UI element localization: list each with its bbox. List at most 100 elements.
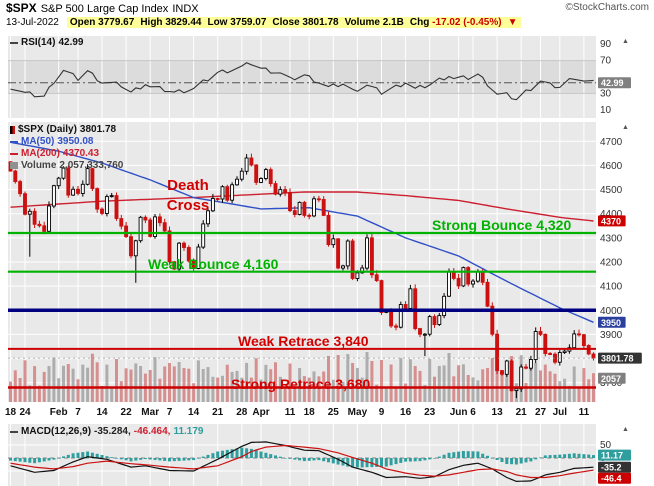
svg-text:30: 30 xyxy=(600,88,612,99)
svg-text:Jul: Jul xyxy=(553,407,568,418)
high-value: 3829.44 xyxy=(165,17,202,28)
svg-text:18: 18 xyxy=(304,407,316,418)
svg-text:27: 27 xyxy=(535,407,547,418)
x-axis-labels: 18 24 Feb 7 14 22 Mar 7 14 21 28 Apr 11 18 25 May 9 16 23 J… xyxy=(5,407,590,418)
svg-text:Jun: Jun xyxy=(450,407,468,418)
ma200-legend: MA(200) 4370.43 xyxy=(10,148,99,159)
title-row: $SPX S&P 500 Large Cap Index INDX xyxy=(6,1,199,15)
svg-text:9: 9 xyxy=(379,407,385,418)
volume-legend-label: Volume xyxy=(21,160,57,171)
rsi-value: 42.99 xyxy=(58,37,84,48)
price-legend-label: $SPX (Daily) xyxy=(18,124,77,135)
svg-text:28: 28 xyxy=(236,407,248,418)
macd-legend: MACD(12,26,9) -35.284, -46.464, 11.179 xyxy=(10,426,203,437)
ma200-value: 4370.43 xyxy=(62,148,100,159)
svg-text:4300: 4300 xyxy=(600,233,623,244)
close-value: 3801.78 xyxy=(302,17,339,28)
panel-backgrounds xyxy=(8,36,596,486)
macd-lines xyxy=(10,441,594,483)
death-cross-annotation: Death Cross xyxy=(166,177,210,214)
weak-bounce-annotation: Weak Bounce 4,160 xyxy=(148,256,279,272)
rsi-legend: RSI(14) 42.99 xyxy=(10,37,83,48)
svg-text:4400: 4400 xyxy=(600,209,623,220)
ma200-label: MA(200) xyxy=(21,148,60,159)
svg-text:23: 23 xyxy=(424,407,436,418)
strong-bounce-annotation: Strong Bounce 4,320 xyxy=(432,217,572,233)
volume-bars-icon xyxy=(10,162,18,169)
open-value: 3779.67 xyxy=(98,17,135,28)
svg-text:90: 90 xyxy=(600,39,612,50)
svg-text:11.17: 11.17 xyxy=(601,451,623,461)
svg-text:7: 7 xyxy=(75,407,81,418)
chart-header: $SPX S&P 500 Large Cap Index INDX ©StockCh… xyxy=(0,0,654,34)
rsi-panel-collapse-arrow[interactable]: ▲ xyxy=(622,38,629,45)
svg-text:4600: 4600 xyxy=(600,161,623,172)
svg-text:14: 14 xyxy=(96,407,108,418)
svg-text:25: 25 xyxy=(328,407,340,418)
ma50-line-icon xyxy=(10,140,18,143)
svg-text:4000: 4000 xyxy=(600,306,623,317)
quote-strip: Open 3779.67 High 3829.44 Low 3759.07 Close… xyxy=(66,17,521,28)
volume-label: Volume xyxy=(344,17,380,28)
svg-text:11: 11 xyxy=(579,407,590,418)
open-label: Open xyxy=(69,17,96,28)
svg-text:Feb: Feb xyxy=(50,407,68,418)
volume-legend-value: 2,057,333,760 xyxy=(59,160,124,171)
svg-text:22: 22 xyxy=(121,407,133,418)
macd-value: -35.284, xyxy=(94,426,131,437)
close-label: Close xyxy=(272,17,300,28)
index-name: S&P 500 Large Cap Index xyxy=(40,3,169,15)
ma50-value: 3950.08 xyxy=(57,136,94,147)
quote-row: 13-Jul-2022 Open 3779.67 High 3829.44 Low 3… xyxy=(6,17,521,28)
svg-text:3950: 3950 xyxy=(601,318,621,328)
svg-text:14: 14 xyxy=(188,407,200,418)
svg-text:10: 10 xyxy=(600,105,612,116)
svg-text:11: 11 xyxy=(285,407,296,418)
low-label: Low xyxy=(207,17,228,28)
svg-text:13: 13 xyxy=(492,407,504,418)
ma50-legend: MA(50) 3950.08 xyxy=(10,136,94,147)
high-label: High xyxy=(140,17,163,28)
weak-retrace-annotation: Weak Retrace 3,840 xyxy=(238,333,369,349)
svg-text:Apr: Apr xyxy=(252,407,269,418)
svg-text:42.99: 42.99 xyxy=(601,78,624,88)
main-panel-collapse-arrow[interactable]: ▲ xyxy=(622,124,629,131)
svg-text:21: 21 xyxy=(516,407,528,418)
svg-text:18: 18 xyxy=(5,407,17,418)
rsi-line-icon xyxy=(10,41,18,44)
support-resistance-lines xyxy=(8,231,596,389)
svg-text:50: 50 xyxy=(600,440,612,451)
svg-text:-46.4: -46.4 xyxy=(601,474,622,484)
ma50-label: MA(50) xyxy=(21,136,55,147)
svg-text:3900: 3900 xyxy=(600,330,623,341)
chg-label: Chg xyxy=(409,17,430,28)
candlesticks xyxy=(8,153,596,399)
axis-value-badges: 4370 3950 3801.78 2057 42.99 11.17 -35.2-46.4 xyxy=(598,77,642,484)
svg-text:6: 6 xyxy=(470,407,476,418)
volume-value: 2.1B xyxy=(382,17,404,28)
rsi-line xyxy=(10,62,594,101)
ma200-line-icon xyxy=(10,152,18,155)
chg-value: -17.02 (-0.45%) xyxy=(432,17,502,28)
svg-text:4370: 4370 xyxy=(601,216,621,226)
svg-text:4700: 4700 xyxy=(600,137,623,148)
svg-text:2057: 2057 xyxy=(601,374,621,384)
svg-text:16: 16 xyxy=(400,407,412,418)
candlestick-icon xyxy=(10,125,15,134)
symbol: $SPX xyxy=(6,1,37,15)
macd-hist-value: 11.179 xyxy=(173,426,204,437)
low-value: 3759.07 xyxy=(230,17,267,28)
price-legend-value: 3801.78 xyxy=(79,124,117,135)
svg-text:4100: 4100 xyxy=(600,282,623,293)
svg-text:7: 7 xyxy=(167,407,173,418)
macd-line-icon xyxy=(10,430,18,433)
svg-text:May: May xyxy=(348,407,368,418)
macd-panel-collapse-arrow[interactable]: ▲ xyxy=(622,426,629,433)
right-axis-labels: 4700460045004400430042004100400039003800… xyxy=(600,39,623,464)
svg-text:24: 24 xyxy=(19,407,31,418)
rsi-label: RSI(14) xyxy=(21,37,56,48)
svg-text:70: 70 xyxy=(600,56,612,67)
quote-date: 13-Jul-2022 xyxy=(6,17,59,28)
